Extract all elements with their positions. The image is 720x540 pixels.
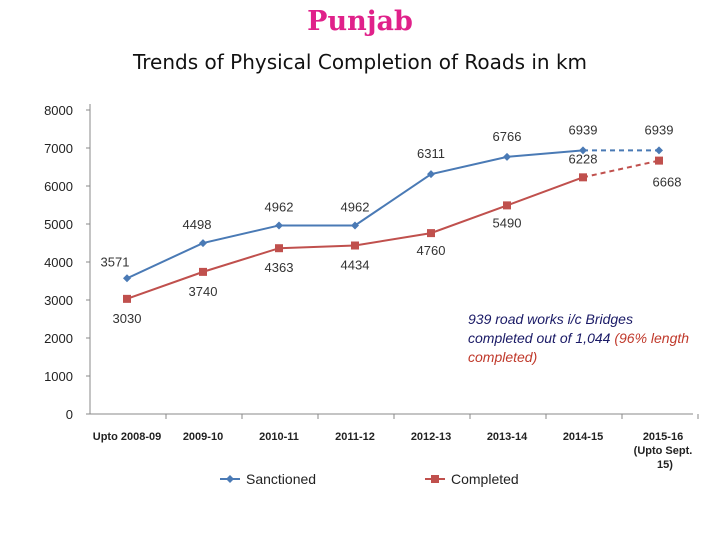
data-point-sanctioned bbox=[579, 146, 587, 155]
data-label-completed: 4363 bbox=[265, 260, 294, 275]
data-label-sanctioned: 6939 bbox=[645, 122, 674, 137]
data-point-sanctioned bbox=[199, 239, 207, 248]
chart-subtitle: Trends of Physical Completion of Roads i… bbox=[132, 50, 588, 74]
x-tick-label: 2015-16 (Upto Sept. 15) bbox=[634, 431, 693, 471]
data-label-completed: 6228 bbox=[569, 151, 598, 166]
x-tick-label: Upto 2008-09 bbox=[93, 431, 161, 443]
y-tick-label: 4000 bbox=[44, 255, 73, 270]
data-label-sanctioned: 3571 bbox=[101, 254, 130, 269]
y-tick-label: 2000 bbox=[44, 331, 73, 346]
x-tick-label: 2009-10 bbox=[183, 431, 223, 443]
data-label-completed: 5490 bbox=[493, 215, 522, 230]
data-label-completed: 3740 bbox=[189, 284, 218, 299]
series-line-completed bbox=[126, 176, 584, 300]
x-tick-label: 2010-11 bbox=[259, 431, 299, 443]
x-tick-label: 2014-15 bbox=[563, 431, 603, 443]
annotation-text: 939 road works i/c Bridges completed out… bbox=[468, 311, 633, 346]
data-point-sanctioned bbox=[351, 221, 359, 230]
data-label-sanctioned: 4498 bbox=[183, 217, 212, 232]
y-tick-label: 1000 bbox=[44, 369, 73, 384]
legend-marker bbox=[226, 475, 234, 483]
legend-label: Completed bbox=[451, 471, 519, 487]
series-line-dashed-completed bbox=[582, 159, 660, 179]
x-tick-label: 2011-12 bbox=[335, 431, 375, 443]
y-tick-label: 0 bbox=[66, 407, 73, 422]
data-label-completed: 6668 bbox=[653, 175, 682, 190]
data-point-sanctioned bbox=[655, 146, 663, 155]
chart-title: Punjab bbox=[307, 6, 413, 37]
data-point-sanctioned bbox=[275, 221, 283, 230]
data-label-completed: 3030 bbox=[113, 311, 142, 326]
y-tick-label: 5000 bbox=[44, 217, 73, 232]
y-tick-label: 3000 bbox=[44, 293, 73, 308]
data-label-sanctioned: 4962 bbox=[265, 199, 294, 214]
data-point-sanctioned bbox=[503, 152, 511, 161]
legend-label: Sanctioned bbox=[246, 471, 316, 487]
legend-marker bbox=[431, 475, 439, 483]
annotation-highlight: (96% length completed) bbox=[468, 330, 690, 365]
y-tick-label: 8000 bbox=[44, 103, 73, 118]
data-point-completed bbox=[579, 173, 587, 182]
data-point-completed bbox=[655, 156, 663, 165]
data-label-sanctioned: 6939 bbox=[569, 122, 598, 137]
data-label-completed: 4760 bbox=[417, 243, 446, 258]
y-tick-label: 6000 bbox=[44, 179, 73, 194]
x-tick-label: 2013-14 bbox=[487, 431, 528, 443]
data-point-completed bbox=[275, 244, 283, 253]
data-point-completed bbox=[199, 267, 207, 276]
data-label-sanctioned: 4962 bbox=[341, 199, 370, 214]
annotation-note: 939 road works i/c Bridges completed out… bbox=[468, 310, 698, 367]
data-label-completed: 4434 bbox=[341, 258, 370, 273]
data-label-sanctioned: 6311 bbox=[417, 146, 445, 161]
data-label-sanctioned: 6766 bbox=[493, 129, 522, 144]
data-point-sanctioned bbox=[427, 170, 435, 179]
x-tick-label: 2012-13 bbox=[411, 431, 451, 443]
data-point-completed bbox=[123, 294, 131, 303]
y-tick-label: 7000 bbox=[44, 141, 73, 156]
data-point-completed bbox=[351, 241, 359, 250]
data-point-sanctioned bbox=[123, 274, 131, 283]
data-point-completed bbox=[427, 229, 435, 238]
data-point-completed bbox=[503, 201, 511, 210]
